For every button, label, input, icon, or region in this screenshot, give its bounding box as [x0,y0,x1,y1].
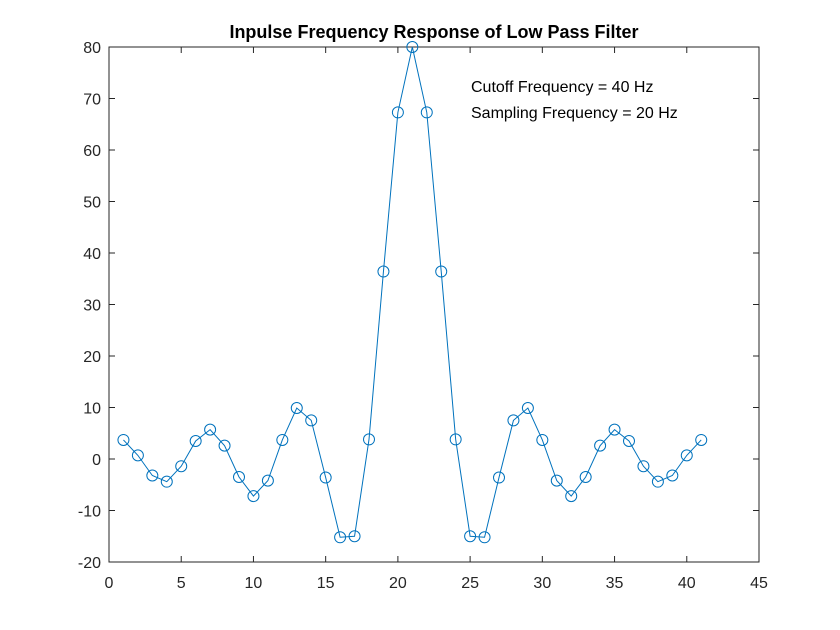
y-tick-label: 70 [83,92,101,109]
data-point [695,433,708,446]
x-tick-label: 45 [750,575,768,592]
data-point [579,471,592,484]
data-point [623,434,635,447]
data-point [521,402,534,415]
data-point [377,265,390,278]
data-point [594,439,607,452]
y-tick-label: 50 [83,195,101,212]
y-tick-label: 60 [83,143,101,160]
data-point [637,460,650,473]
data-point [608,423,621,436]
x-tick-label: 20 [389,575,407,592]
data-point [651,475,664,488]
data-point [680,449,693,462]
y-tick-label: 20 [83,349,101,366]
data-point [666,469,679,482]
x-tick-label: 0 [105,575,114,592]
data-point [146,469,159,482]
data-point [247,490,260,503]
x-tick-label: 40 [678,575,696,592]
plot-area [108,46,760,563]
data-point [565,490,578,503]
data-point [478,531,491,544]
data-point [493,471,505,484]
chart-title: Inpulse Frequency Response of Low Pass F… [229,22,638,42]
data-point [536,433,549,446]
x-tick-label: 30 [533,575,551,592]
y-tick-label: 30 [83,298,101,315]
x-tick-label: 15 [317,575,335,592]
data-point [189,434,202,447]
data-point [218,439,231,452]
annotation-sampling: Sampling Frequency = 20 Hz [471,105,678,122]
axis-ticks: 0 5 10 15 20 25 30 35 40 45 -20 -10 0 10 20 30 40 50 60 70 8… [78,40,768,592]
x-tick-label: 35 [606,575,624,592]
data-point [449,433,462,446]
y-tick-label: 0 [92,452,101,469]
data-point [507,414,520,427]
data-point [464,530,477,543]
data-point [233,471,245,484]
data-point [319,471,332,484]
data-point [175,460,188,473]
y-tick-label: -10 [78,504,101,521]
data-point [550,474,563,487]
series-line [123,46,702,538]
x-tick-label: 25 [461,575,479,592]
data-point [363,433,375,446]
data-point [290,402,303,415]
data-point [406,41,419,53]
annotation-cutoff: Cutoff Frequency = 40 Hz [471,79,653,96]
data-point [276,433,289,446]
data-point [348,530,361,543]
data-point [131,449,144,462]
data-point [261,474,274,487]
y-tick-label: 40 [83,246,101,263]
data-point [160,475,173,488]
data-point [117,433,130,446]
y-tick-label: -20 [78,555,101,572]
data-point [420,106,433,119]
data-point [305,414,318,427]
data-point [334,531,347,544]
data-point [391,106,404,119]
series [117,41,708,544]
data-point [204,423,217,436]
x-tick-label: 10 [245,575,263,592]
y-tick-label: 80 [83,40,101,57]
data-point [435,265,448,278]
x-tick-label: 5 [177,575,186,592]
y-tick-label: 10 [83,401,101,418]
